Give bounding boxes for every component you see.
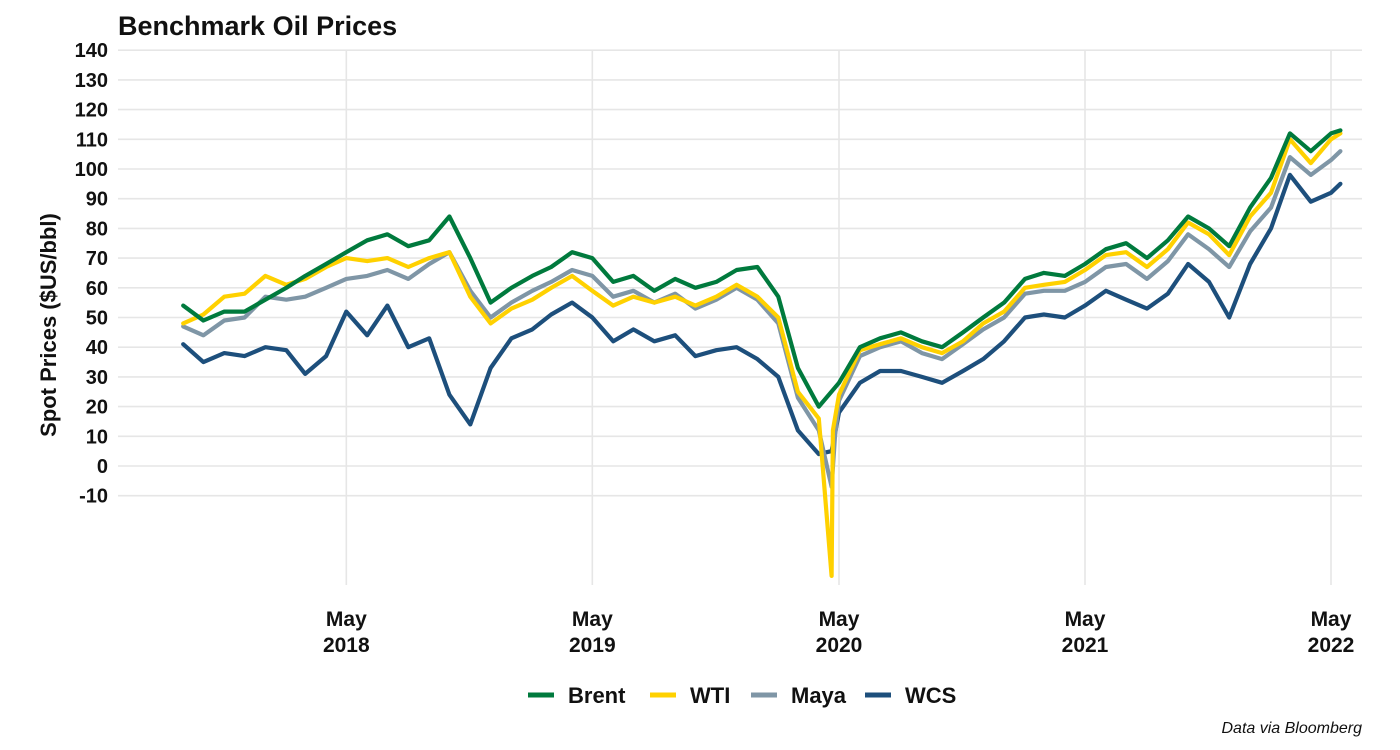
caption: Data via Bloomberg [1221,720,1362,737]
series-line-wti [181,131,1343,578]
x-tick-label: 2018 [323,634,370,657]
y-tick-label: 130 [75,70,108,92]
legend-label-wti: WTI [690,683,730,708]
y-tick-label: 10 [86,426,108,448]
y-tick-label: 120 [75,100,108,122]
legend: Brent WTI Maya WCS [528,683,956,708]
y-tick-label: 70 [86,248,108,270]
legend-label-wcs: WCS [905,683,956,708]
y-tick-label: 80 [86,218,108,240]
x-tick-label: May [326,608,367,631]
y-tick-label: 0 [97,456,108,478]
y-tick-label: 90 [86,189,108,211]
series-line-brent [181,128,1343,409]
x-tick-label: May [1065,608,1106,631]
x-tick-label: May [1311,608,1352,631]
chart-title: Benchmark Oil Prices [118,11,397,41]
y-tick-label: 20 [86,397,108,419]
x-tick-label: 2020 [816,634,863,657]
y-tick-label: 100 [75,159,108,181]
y-tick-label: 110 [76,129,108,151]
series-line-wcs [181,172,1343,457]
series-layer [181,128,1343,578]
y-tick-label: 60 [86,278,108,300]
x-tick-label: 2019 [569,634,616,657]
legend-label-brent: Brent [568,683,626,708]
y-axis-ticks: -10 0 10 20 30 40 50 60 70 80 90 100 110 120 130 140 [75,40,108,508]
x-tick-label: 2021 [1062,634,1109,657]
y-tick-label: 40 [86,337,108,359]
y-tick-label: 30 [86,367,108,389]
legend-label-maya: Maya [791,683,847,708]
x-tick-label: May [572,608,613,631]
x-axis-ticks: May 2018 May 2019 May 2020 May 2021 May 2022 [323,608,1354,657]
x-tick-label: 2022 [1308,634,1355,657]
y-tick-label: 140 [75,40,108,62]
y-tick-label: 50 [86,308,108,330]
y-tick-label: -10 [79,486,108,508]
y-axis-label: Spot Prices ($US/bbl) [36,213,61,437]
x-tick-label: May [819,608,860,631]
grid-layer [118,49,1362,585]
